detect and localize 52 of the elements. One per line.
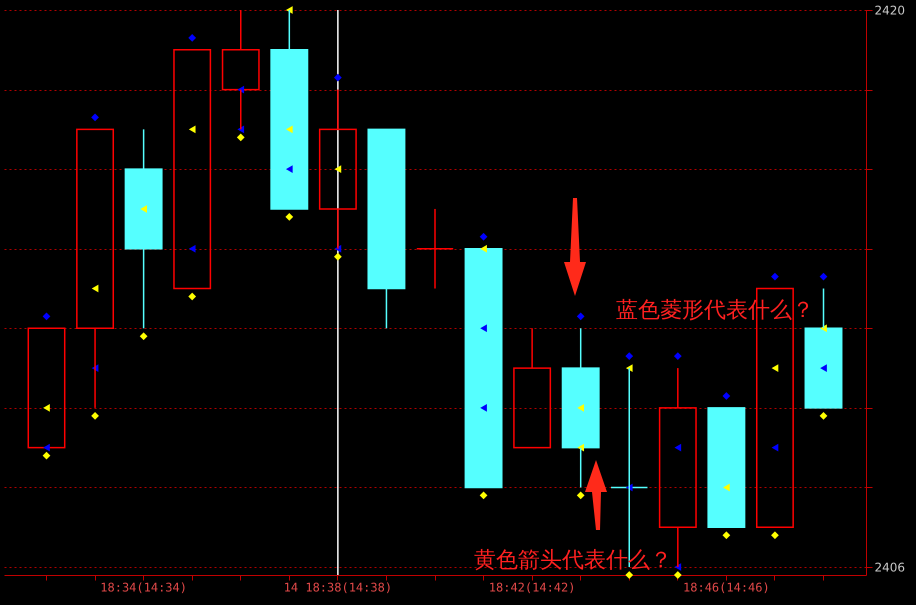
point — [772, 364, 778, 372]
y-tick-label: 2406 — [874, 560, 906, 575]
point — [91, 114, 99, 122]
point — [577, 404, 584, 412]
x-tick-label: 18:46(14:46) — [683, 580, 770, 594]
point — [722, 392, 730, 400]
point — [188, 292, 196, 300]
point — [771, 272, 779, 280]
point — [625, 352, 634, 360]
candlestick — [416, 208, 454, 290]
point — [576, 312, 585, 320]
point — [480, 492, 488, 500]
point — [236, 133, 245, 142]
point — [674, 444, 682, 452]
point — [43, 444, 50, 452]
point — [285, 213, 294, 221]
y-tick-label: 2420 — [874, 4, 906, 18]
point — [140, 205, 147, 213]
point — [334, 252, 342, 261]
point — [480, 244, 487, 253]
point — [43, 404, 50, 412]
point — [334, 74, 342, 82]
point — [820, 364, 827, 372]
point — [286, 125, 293, 134]
point — [334, 165, 342, 174]
point — [188, 244, 196, 253]
point — [480, 404, 487, 412]
point — [92, 284, 98, 292]
point — [42, 452, 50, 460]
point — [674, 352, 682, 360]
point — [480, 232, 488, 241]
x-tick-label: 18:42(14:42) — [488, 580, 576, 594]
point — [674, 571, 682, 579]
point — [140, 332, 148, 340]
point — [723, 484, 730, 492]
point — [188, 34, 196, 42]
point — [286, 165, 293, 174]
x-tick-label: 14 18:38(14:38) — [284, 580, 392, 594]
candlestick — [562, 328, 600, 488]
point — [480, 324, 487, 332]
point — [188, 125, 196, 134]
point — [625, 571, 634, 579]
candlestick — [124, 128, 163, 330]
point — [771, 531, 779, 540]
point — [722, 531, 730, 540]
point — [820, 412, 828, 420]
x-tick-label: 18:34(14:34) — [100, 580, 187, 594]
point — [91, 412, 99, 420]
point — [820, 272, 828, 280]
point — [772, 444, 778, 452]
point — [42, 312, 50, 320]
point — [576, 492, 585, 500]
